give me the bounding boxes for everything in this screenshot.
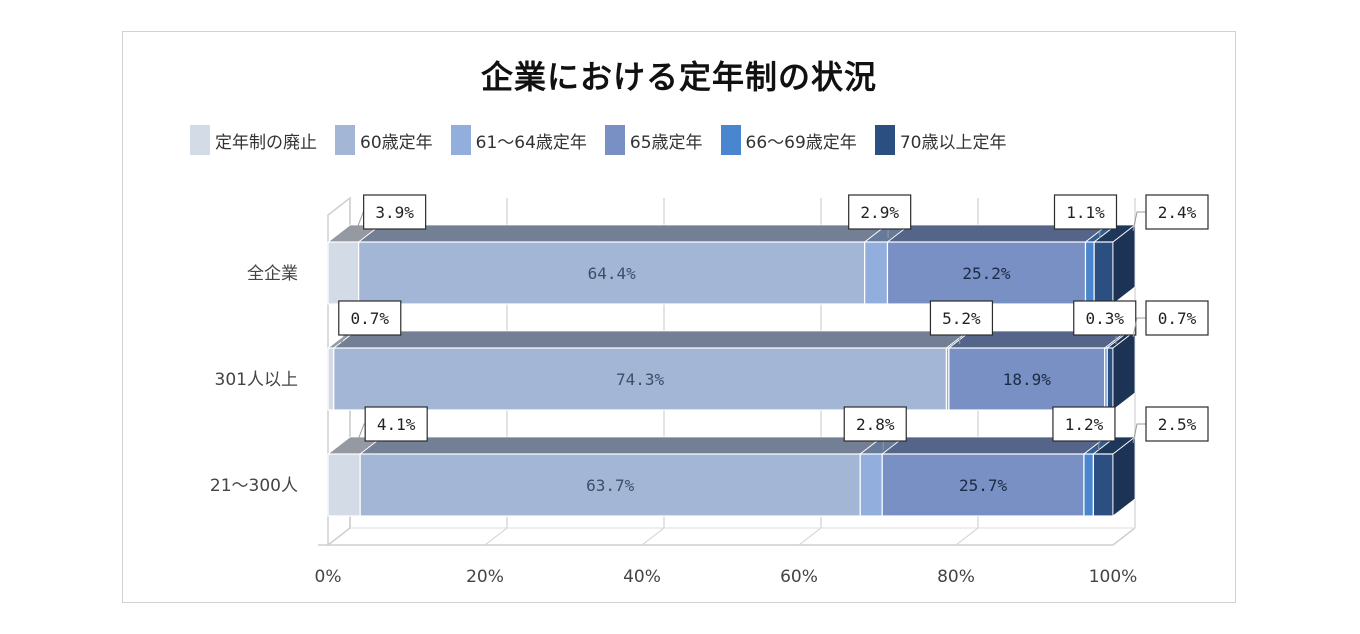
bar-segment — [948, 347, 1106, 411]
data-label-box — [1052, 406, 1116, 442]
chart-legend: 定年制の廃止 60歳定年 61～64歳定年 65歳定年 66～69歳定年 70歳以上定年 — [190, 124, 1024, 156]
category-label: 301人以上 — [215, 370, 298, 390]
data-label-box — [364, 406, 428, 442]
floor-gridline — [484, 527, 508, 546]
x-tick-label: 60% — [780, 567, 818, 587]
legend-label: 65歳定年 — [629, 132, 703, 153]
bar-segment — [327, 241, 360, 305]
leader-line — [1132, 211, 1146, 232]
category-label: 21～300人 — [210, 476, 298, 496]
x-tick-label: 80% — [937, 567, 975, 587]
data-label-box — [1145, 300, 1209, 336]
data-label: 0.7% — [351, 309, 390, 328]
data-label: 1.1% — [1066, 203, 1105, 222]
floor-edge — [1112, 527, 1136, 546]
data-label-box — [1073, 300, 1137, 336]
legend-label: 66～69歳定年 — [745, 132, 857, 153]
data-label: 3.9% — [375, 203, 414, 222]
data-label-box — [843, 406, 907, 442]
legend-item: 66～69歳定年 — [720, 125, 857, 155]
data-label: 4.1% — [377, 415, 416, 434]
legend-item: 定年制の廃止 — [190, 125, 317, 155]
x-tick-label: 20% — [466, 567, 504, 587]
leader-line — [1132, 423, 1146, 444]
bar-segment — [1092, 453, 1114, 517]
bar-end-face — [1112, 224, 1136, 305]
data-label-box — [929, 300, 994, 336]
data-label: 63.7% — [586, 476, 635, 495]
bar-segment — [359, 453, 861, 517]
legend-swatch — [604, 125, 625, 155]
legend-swatch — [190, 125, 210, 155]
bar-segment — [1084, 241, 1095, 305]
bar-segment — [864, 241, 889, 305]
leader-line — [1132, 317, 1146, 338]
category-label: 全企業 — [247, 264, 298, 284]
data-label: 0.3% — [1085, 309, 1124, 328]
floor-gridline — [798, 527, 822, 546]
bar-end-face — [1112, 436, 1136, 517]
bar-segment-top — [357, 224, 888, 243]
left-wall — [327, 196, 351, 547]
bar-segment-top — [359, 436, 884, 455]
bar-segment — [1083, 453, 1094, 517]
bar-segment — [1106, 347, 1114, 411]
x-tick-label: 100% — [1089, 567, 1138, 587]
data-label: 18.9% — [1003, 370, 1052, 389]
data-label: 2.9% — [860, 203, 899, 222]
legend-label: 60歳定年 — [360, 132, 433, 153]
legend-item: 70歳以上定年 — [874, 125, 1007, 155]
data-label: 1.2% — [1065, 415, 1104, 434]
x-tick-label: 40% — [623, 567, 661, 587]
data-label: 2.8% — [856, 415, 895, 434]
legend-item: 65歳定年 — [604, 125, 703, 155]
legend-swatch — [450, 125, 471, 155]
legend-label: 61～64歳定年 — [475, 132, 587, 153]
data-label-box — [1053, 194, 1118, 230]
bar-segment — [358, 241, 866, 305]
data-label: 2.5% — [1158, 415, 1197, 434]
legend-label: 70歳以上定年 — [899, 132, 1007, 153]
data-label: 2.4% — [1158, 203, 1197, 222]
data-label: 74.3% — [616, 370, 665, 389]
floor-gridline — [641, 527, 665, 546]
data-label-box — [848, 194, 912, 230]
legend-swatch — [874, 125, 895, 155]
legend-item: 61～64歳定年 — [450, 125, 587, 155]
bar-end-face — [1112, 330, 1136, 411]
bar-segment — [327, 347, 335, 411]
data-label: 0.7% — [1158, 309, 1197, 328]
legend-swatch — [335, 125, 355, 155]
data-label-box — [1145, 406, 1209, 442]
data-label: 64.4% — [588, 264, 637, 283]
bar-segment-top — [332, 330, 970, 349]
bar-segment — [327, 453, 361, 517]
x-tick-label: 0% — [315, 567, 342, 587]
data-label-box — [338, 300, 402, 336]
legend-swatch — [720, 125, 741, 155]
chart-title: 企業における定年制の状況 — [480, 58, 877, 96]
bar-segment — [1093, 241, 1114, 305]
data-label: 25.7% — [959, 476, 1008, 495]
legend-item: 60歳定年 — [335, 125, 433, 155]
data-label-box — [1145, 194, 1209, 230]
bar-segment — [881, 453, 1085, 517]
bar-segment — [886, 241, 1087, 305]
data-label-box — [363, 194, 427, 230]
bar-segment — [859, 453, 883, 517]
floor-gridline — [955, 527, 979, 546]
bar-segment — [333, 347, 948, 411]
data-label: 5.2% — [942, 309, 981, 328]
data-label: 25.2% — [962, 264, 1011, 283]
legend-label: 定年制の廃止 — [215, 132, 317, 153]
